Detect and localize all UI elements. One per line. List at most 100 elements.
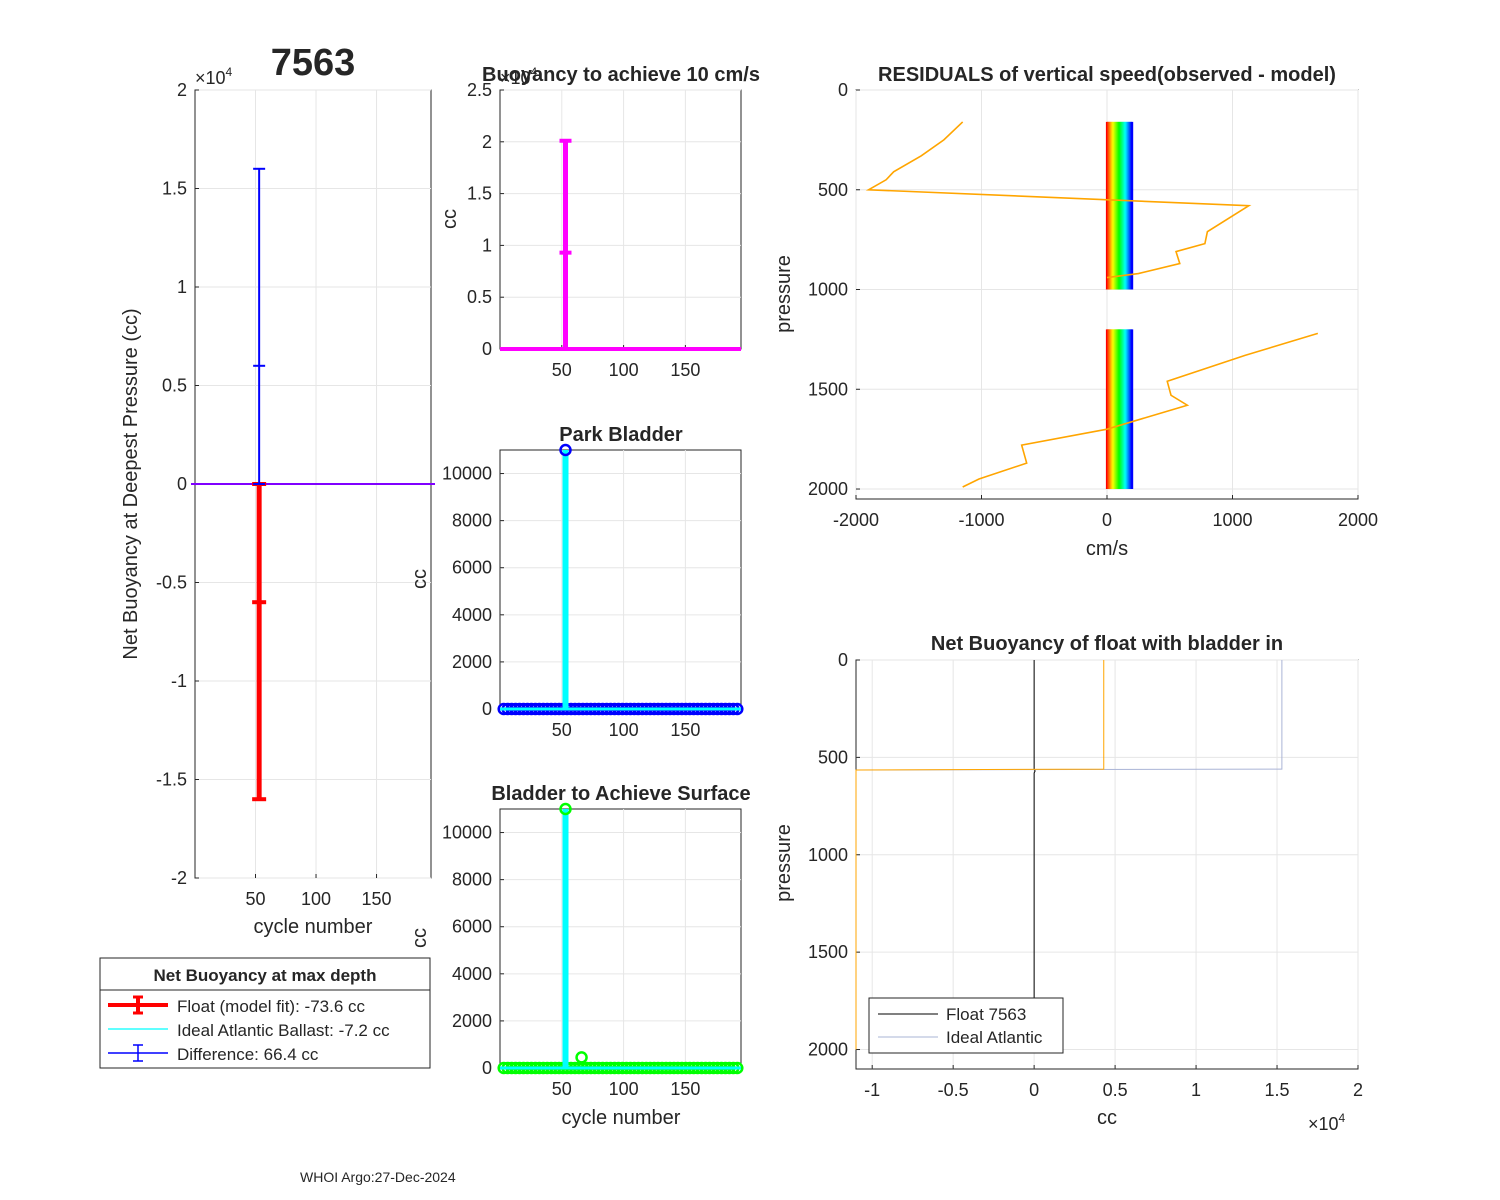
x-tick-label: 50 xyxy=(552,360,572,380)
y-tick-label: 0 xyxy=(482,339,492,359)
y-tick-label: -1 xyxy=(171,671,187,691)
net-buoyancy-bladder-in-chart: -1 -0.5 0 0.5 1 1.5 2 0 500 1000 1500 2000 Net Buoy… xyxy=(773,633,1363,1134)
chart-title: 7563 xyxy=(271,42,356,84)
bladder-surface-chart: 50 100 150 0 2000 4000 6000 8000 10000 Bladder t… xyxy=(409,783,751,1129)
x-tick-label: -1000 xyxy=(958,510,1004,530)
y-axis-label: cc xyxy=(439,209,461,229)
net-buoyancy-chart: 50 100 150 -2 -1.5 -1 -0.5 0 0.5 1 1.5 2 7563 cycle… xyxy=(120,42,435,938)
chart-title: Net Buoyancy of float with bladder in xyxy=(931,633,1283,655)
park-bladder-chart: 50 100 150 0 2000 4000 6000 8000 10000 Park Blad… xyxy=(409,424,744,740)
chart-title: Bladder to Achieve Surface xyxy=(491,783,750,805)
x-exponent-label: ×104 xyxy=(1308,1111,1346,1134)
bump-marker xyxy=(575,1051,588,1064)
legend-label: Float (model fit): -73.6 cc xyxy=(177,997,366,1016)
x-axis-label: cc xyxy=(1097,1107,1117,1129)
y-tick-label: 8000 xyxy=(452,870,492,890)
y-tick-label: 10000 xyxy=(442,823,492,843)
residual-orange-line xyxy=(962,332,1319,488)
y-tick-label: 1000 xyxy=(808,280,848,300)
y-tick-label: 8000 xyxy=(452,511,492,531)
y-tick-label: 500 xyxy=(818,180,848,200)
x-tick-label: 0 xyxy=(1029,1080,1039,1100)
y-tick-label: 500 xyxy=(818,747,848,767)
series-line xyxy=(855,660,1105,1050)
x-tick-label: 100 xyxy=(301,889,331,909)
y-tick-label: 1500 xyxy=(808,379,848,399)
y-tick-label: 4000 xyxy=(452,605,492,625)
legend-title: Net Buoyancy at max depth xyxy=(154,966,377,985)
y-exponent-label: ×104 xyxy=(195,65,233,88)
x-tick-label: 150 xyxy=(670,720,700,740)
y-tick-label: 2000 xyxy=(452,1011,492,1031)
y-tick-label: 0 xyxy=(482,699,492,719)
x-tick-label: 50 xyxy=(245,889,265,909)
legend-entry-ideal: Ideal Atlantic Ballast: -7.2 cc xyxy=(108,1021,390,1040)
x-axis-label: cycle number xyxy=(254,916,373,938)
x-tick-label: 100 xyxy=(609,360,639,380)
spike-marker xyxy=(559,802,572,816)
residual-orange-line xyxy=(865,121,1252,279)
y-tick-label: 2000 xyxy=(808,479,848,499)
footer-text: WHOI Argo:27-Dec-2024 xyxy=(300,1169,456,1185)
y-axis-label: cc xyxy=(409,569,431,589)
legend-label: Difference: 66.4 cc xyxy=(177,1045,319,1064)
x-tick-label: 150 xyxy=(670,1079,700,1099)
x-tick-label: 100 xyxy=(609,720,639,740)
x-axis-label: cm/s xyxy=(1086,538,1128,560)
y-tick-label: 2000 xyxy=(808,1040,848,1060)
x-tick-label: 2 xyxy=(1353,1080,1363,1100)
y-tick-label: 1.5 xyxy=(162,179,187,199)
y-axis-label: cc xyxy=(409,928,431,948)
legend-label: Float 7563 xyxy=(946,1005,1026,1024)
y-tick-label: -2 xyxy=(171,868,187,888)
y-tick-label: 2000 xyxy=(452,652,492,672)
y-tick-label: 6000 xyxy=(452,917,492,937)
x-tick-label: 1000 xyxy=(1212,510,1252,530)
series-line xyxy=(1033,660,1036,1050)
y-axis-label: pressure xyxy=(773,824,795,902)
spike-marker xyxy=(559,443,572,457)
y-exponent-label: ×104 xyxy=(500,65,538,88)
y-tick-label: -0.5 xyxy=(156,573,187,593)
net-buoyancy-legend: Net Buoyancy at max depth Float (model f… xyxy=(99,957,431,1069)
x-tick-label: 150 xyxy=(670,360,700,380)
chart-title: RESIDUALS of vertical speed(observed - m… xyxy=(878,64,1336,86)
y-tick-label: 0.5 xyxy=(162,376,187,396)
y-tick-label: 2 xyxy=(482,132,492,152)
y-axis-label: pressure xyxy=(773,255,795,333)
x-tick-label: 2000 xyxy=(1338,510,1378,530)
x-tick-label: 150 xyxy=(362,889,392,909)
legend-entry-float: Float (model fit): -73.6 cc xyxy=(108,995,366,1016)
y-tick-label: 2.5 xyxy=(467,80,492,100)
y-tick-label: 2 xyxy=(177,80,187,100)
y-tick-label: -1.5 xyxy=(156,770,187,790)
y-tick-label: 6000 xyxy=(452,558,492,578)
legend-label: Ideal Atlantic Ballast: -7.2 cc xyxy=(177,1021,390,1040)
y-tick-label: 1000 xyxy=(808,845,848,865)
y-tick-label: 1 xyxy=(482,235,492,255)
x-tick-label: -1 xyxy=(864,1080,880,1100)
y-tick-label: 4000 xyxy=(452,964,492,984)
x-tick-label: 0.5 xyxy=(1103,1080,1128,1100)
x-tick-label: 0 xyxy=(1102,510,1112,530)
x-tick-label: 1.5 xyxy=(1265,1080,1290,1100)
y-tick-label: 0 xyxy=(177,474,187,494)
x-tick-label: -2000 xyxy=(833,510,879,530)
y-tick-label: 0 xyxy=(838,80,848,100)
y-tick-label: 10000 xyxy=(442,464,492,484)
y-tick-label: 0 xyxy=(838,650,848,670)
x-tick-label: -0.5 xyxy=(938,1080,969,1100)
x-tick-label: 1 xyxy=(1191,1080,1201,1100)
x-axis-label: cycle number xyxy=(562,1107,681,1129)
y-tick-label: 1.5 xyxy=(467,184,492,204)
x-tick-label: 100 xyxy=(609,1079,639,1099)
y-tick-label: 1500 xyxy=(808,942,848,962)
x-tick-label: 50 xyxy=(552,1079,572,1099)
chart-title: Park Bladder xyxy=(559,424,683,446)
legend-entry-difference: Difference: 66.4 cc xyxy=(108,1044,319,1064)
y-axis-label: Net Buoyancy at Deepest Pressure (cc) xyxy=(120,308,142,659)
y-tick-label: 0 xyxy=(482,1058,492,1078)
x-tick-label: 50 xyxy=(552,720,572,740)
legend-label: Ideal Atlantic xyxy=(946,1028,1043,1047)
